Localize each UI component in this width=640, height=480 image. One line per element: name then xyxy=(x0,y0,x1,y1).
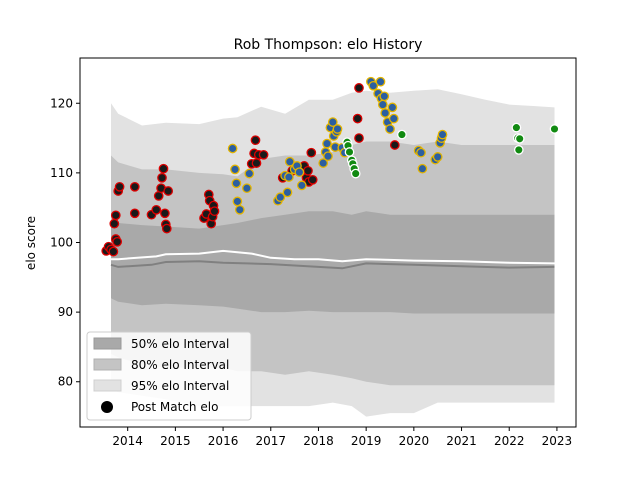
data-point-s0-5 xyxy=(110,210,121,221)
data-point-s0-42 xyxy=(306,147,317,158)
y-axis-label: elo score xyxy=(24,216,38,270)
y-tick-label-110: 110 xyxy=(50,166,73,180)
data-point-s1-34 xyxy=(377,99,388,110)
x-tick-label-2022: 2022 xyxy=(494,434,525,448)
data-point-s0-46 xyxy=(354,133,364,143)
y-tick-label-100: 100 xyxy=(50,236,73,250)
data-point-s0-20 xyxy=(161,223,172,234)
data-point-s1-19 xyxy=(322,138,332,149)
band-50 xyxy=(111,211,555,314)
data-point-s1-45 xyxy=(432,152,443,162)
data-point-s1-40 xyxy=(388,113,399,124)
legend-swatch-95 xyxy=(93,379,122,392)
data-point-s0-10 xyxy=(129,181,140,192)
data-point-s2-7 xyxy=(397,129,407,140)
data-point-s1-48 xyxy=(437,129,448,140)
legend-swatch-50 xyxy=(93,337,122,350)
data-point-s0-32 xyxy=(250,135,261,146)
data-point-s0-29 xyxy=(209,206,220,217)
data-point-s1-17 xyxy=(318,158,329,168)
data-point-s2-11 xyxy=(514,133,525,144)
data-point-s0-47 xyxy=(389,140,400,150)
data-point-s0-13 xyxy=(151,204,162,215)
data-point-s1-38 xyxy=(385,124,395,134)
y-tick-label-80: 80 xyxy=(58,375,73,389)
data-point-s1-22 xyxy=(327,117,338,127)
post-match-points xyxy=(101,76,560,257)
data-point-s0-33 xyxy=(251,158,262,168)
data-point-s0-44 xyxy=(354,83,364,93)
y-axis: 80 90 100 110 120 xyxy=(50,96,80,389)
legend-label-95: 95% elo Interval xyxy=(131,379,229,393)
data-point-s0-17 xyxy=(158,163,169,174)
data-point-s1-36 xyxy=(380,108,391,118)
data-point-s0-7 xyxy=(112,236,123,247)
y-tick-label-120: 120 xyxy=(50,96,73,110)
data-point-s1-16 xyxy=(296,180,307,191)
data-point-s2-12 xyxy=(549,124,560,134)
data-point-s1-0 xyxy=(227,143,238,154)
data-point-s1-32 xyxy=(375,76,386,87)
data-point-s1-11 xyxy=(284,172,294,182)
legend-label-50: 50% elo Interval xyxy=(131,337,229,351)
data-point-s0-21 xyxy=(163,186,174,196)
x-axis: 2014 2015 2016 2017 2018 2019 2020 2021 2022 2023 xyxy=(112,427,572,448)
data-point-s1-43 xyxy=(417,163,428,174)
data-point-s2-10 xyxy=(513,145,524,155)
elo-line-1 xyxy=(110,260,555,270)
data-point-s1-5 xyxy=(242,183,252,194)
data-point-s1-39 xyxy=(387,102,398,113)
data-point-s0-16 xyxy=(157,172,167,183)
x-tick-label-2016: 2016 xyxy=(208,434,239,448)
legend-box xyxy=(86,331,252,421)
x-tick-label-2023: 2023 xyxy=(542,434,573,448)
data-point-s1-6 xyxy=(244,168,255,179)
data-point-s1-10 xyxy=(282,187,293,198)
chart-title: Rob Thompson: elo History xyxy=(234,37,423,53)
median-lines xyxy=(110,249,555,270)
x-tick-label-2014: 2014 xyxy=(112,434,143,448)
legend-label-80: 80% elo Interval xyxy=(131,358,229,372)
y-tick-label-90: 90 xyxy=(58,305,73,319)
data-point-s1-8 xyxy=(275,192,286,203)
data-point-s1-1 xyxy=(230,164,240,175)
data-point-s2-8 xyxy=(511,122,522,133)
data-point-s1-15 xyxy=(294,167,305,178)
x-tick-label-2021: 2021 xyxy=(446,434,477,448)
data-point-s0-18 xyxy=(160,208,170,219)
data-point-s1-35 xyxy=(379,91,390,102)
x-tick-label-2019: 2019 xyxy=(351,434,382,448)
data-point-s2-6 xyxy=(350,168,361,179)
legend: 50% elo Interval 80% elo Interval 95% el… xyxy=(86,331,252,421)
data-point-s1-26 xyxy=(332,124,343,134)
x-tick-label-2015: 2015 xyxy=(160,434,191,448)
data-point-s0-4 xyxy=(109,218,120,229)
data-point-s1-2 xyxy=(231,178,242,189)
legend-label-post-match: Post Match elo xyxy=(131,400,218,414)
x-tick-label-2020: 2020 xyxy=(399,434,430,448)
data-point-s0-43 xyxy=(307,174,318,185)
data-point-s0-3 xyxy=(108,246,119,257)
legend-marker-post-match xyxy=(101,401,113,413)
data-point-s1-42 xyxy=(416,147,426,158)
data-point-s0-9 xyxy=(114,181,125,192)
data-point-s0-40 xyxy=(303,165,313,176)
data-point-s1-12 xyxy=(284,156,295,167)
data-point-s1-4 xyxy=(234,204,245,215)
data-point-s1-3 xyxy=(232,196,243,207)
data-point-s0-45 xyxy=(352,113,363,124)
data-point-s0-35 xyxy=(258,149,269,160)
x-tick-label-2017: 2017 xyxy=(255,434,286,448)
data-point-s2-2 xyxy=(344,147,355,157)
elo-line-0 xyxy=(111,249,555,265)
data-point-s1-20 xyxy=(323,151,333,162)
legend-swatch-80 xyxy=(93,358,122,371)
x-tick-label-2018: 2018 xyxy=(303,434,334,448)
data-point-s1-30 xyxy=(368,80,379,91)
data-point-s0-11 xyxy=(129,208,140,219)
